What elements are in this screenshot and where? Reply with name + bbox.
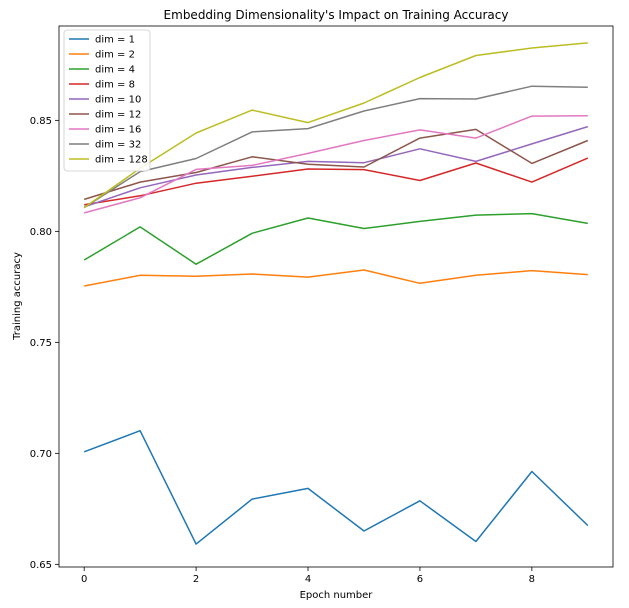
series-lines (83, 42, 589, 545)
x-tick-label-3: 6 (417, 574, 423, 585)
y-tick-label-2: 0.75 (30, 338, 52, 349)
legend-label-6: dim = 16 (95, 125, 141, 136)
legend-label-7: dim = 32 (95, 140, 141, 151)
y-tick-label-1: 0.70 (30, 449, 52, 460)
series-line-5 (83, 128, 589, 201)
series-line-0 (83, 429, 589, 545)
x-tick-label-0: 0 (81, 574, 87, 585)
x-tick-label-1: 2 (193, 574, 199, 585)
y-tick-label-0: 0.65 (30, 560, 52, 571)
chart-title: Embedding Dimensionality's Impact on Tra… (164, 8, 509, 22)
legend-label-0: dim = 1 (95, 35, 135, 46)
series-line-4 (83, 125, 589, 208)
y-axis-label: Training accuracy (12, 252, 23, 341)
series-line-7 (83, 85, 588, 209)
legend-label-1: dim = 2 (95, 50, 135, 61)
series-line-2 (83, 212, 588, 265)
series-line-8 (83, 42, 588, 209)
y-axis-ticks: 0.65 0.70 0.75 0.80 0.85 (30, 116, 59, 571)
legend-frame (63, 29, 151, 172)
y-tick-label-4: 0.85 (30, 116, 52, 127)
series-line-1 (84, 269, 588, 287)
x-axis-ticks: 0 2 4 6 8 (81, 567, 535, 585)
legend-label-2: dim = 4 (95, 65, 135, 76)
y-tick-label-3: 0.80 (30, 227, 52, 238)
legend: dim = 1 dim = 2 dim = 4 dim = 8 dim = 10 dim … (63, 29, 151, 172)
series-line-3 (84, 157, 589, 206)
legend-label-8: dim = 128 (95, 155, 148, 166)
x-axis-label: Epoch number (300, 590, 374, 601)
x-tick-label-4: 8 (529, 574, 535, 585)
legend-label-5: dim = 12 (95, 110, 141, 121)
series-line-6 (84, 114, 588, 214)
legend-label-3: dim = 8 (95, 80, 135, 91)
legend-label-4: dim = 10 (95, 95, 141, 106)
x-tick-label-2: 4 (305, 574, 311, 585)
plot-area-frame (58, 25, 614, 568)
